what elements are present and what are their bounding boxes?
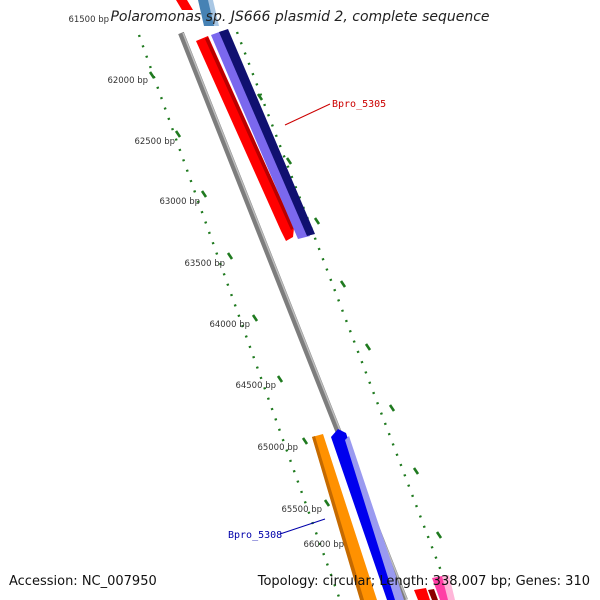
tick-labels: 61500 bp 62000 bp 62500 bp 63000 bp 6350… bbox=[68, 15, 344, 550]
gene-bpro-5305-red[interactable] bbox=[196, 36, 294, 241]
tick-label: 65500 bp bbox=[281, 505, 322, 515]
map-title: Polaromonas sp. JS666 plasmid 2, complet… bbox=[110, 9, 490, 25]
callout-line-bpro-5305 bbox=[284, 103, 331, 126]
tick-label: 62000 bp bbox=[107, 76, 148, 86]
tick-label: 66000 bp bbox=[303, 540, 344, 550]
tick-label: 62500 bp bbox=[134, 137, 175, 147]
gene-bpro-5305-red-shade bbox=[205, 37, 294, 230]
gene-bpro-5305-purple[interactable] bbox=[211, 31, 310, 239]
gene-bpro-5308-orange-shade bbox=[312, 436, 364, 600]
tick-dots-left bbox=[137, 34, 342, 600]
gene-bottom-red[interactable] bbox=[414, 588, 430, 600]
gene-bottom-pink[interactable] bbox=[432, 576, 449, 600]
major-ticks-left bbox=[148, 71, 331, 507]
gene-top-steel[interactable] bbox=[198, 0, 215, 26]
tick-label: 64000 bp bbox=[209, 320, 250, 330]
gene-bpro-5308-lavender[interactable] bbox=[345, 436, 404, 600]
gene-bpro-5305-navy[interactable] bbox=[219, 29, 315, 236]
tick-label: 64500 bp bbox=[235, 381, 276, 391]
tick-label: 63000 bp bbox=[159, 197, 200, 207]
accession-text: Accession: NC_007950 bbox=[9, 574, 157, 589]
sequence-summary: Topology: circular; Length: 338,007 bp; … bbox=[257, 574, 590, 589]
gene-label-bpro-5305[interactable]: Bpro_5305 bbox=[332, 99, 386, 110]
tick-dots-right bbox=[235, 31, 454, 600]
tick-label: 63500 bp bbox=[184, 259, 225, 269]
gene-top-steel-light[interactable] bbox=[208, 0, 219, 26]
gene-bottom-lightpink[interactable] bbox=[442, 575, 455, 600]
gene-bottom-maroon[interactable] bbox=[428, 589, 438, 600]
gene-label-bpro-5308[interactable]: Bpro_5308 bbox=[228, 530, 282, 541]
gene-top-red[interactable] bbox=[176, 0, 193, 10]
major-ticks-right bbox=[256, 93, 443, 539]
gene-bpro-5308-orange[interactable] bbox=[312, 434, 377, 600]
tick-label: 61500 bp bbox=[68, 15, 109, 25]
tick-label: 65000 bp bbox=[257, 443, 298, 453]
callout-line-bpro-5308 bbox=[279, 518, 326, 535]
